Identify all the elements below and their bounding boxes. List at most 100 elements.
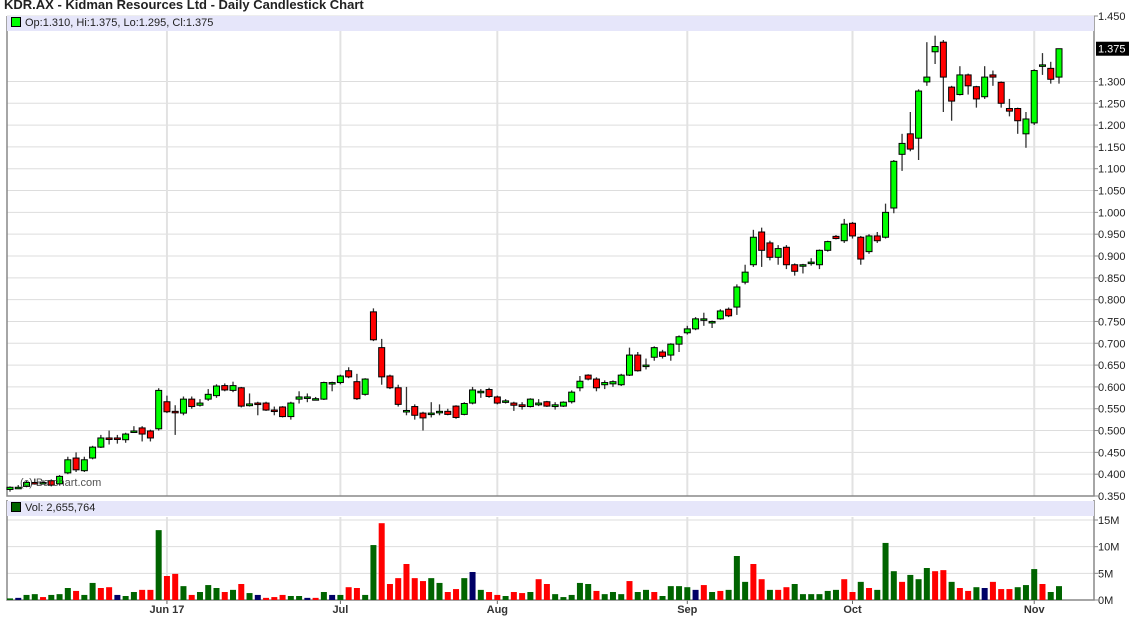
candle-body <box>543 401 551 407</box>
price-tick-label: 0.350 <box>1098 491 1126 503</box>
volume-bar <box>998 589 1005 600</box>
candle <box>229 381 237 393</box>
candle <box>708 320 716 328</box>
candle-body <box>923 76 931 83</box>
price-tick-label: 1.300 <box>1098 76 1126 88</box>
candle <box>303 393 311 403</box>
volume-swatch-icon <box>11 502 21 512</box>
candle-body <box>146 430 154 439</box>
candle-body <box>312 398 320 401</box>
candle <box>1014 107 1022 134</box>
candle-body <box>609 381 617 385</box>
candle-body <box>989 74 997 78</box>
candle <box>130 426 138 433</box>
candle-body <box>254 402 262 406</box>
candle-body <box>749 236 757 266</box>
candle <box>97 434 105 448</box>
candle <box>725 307 733 318</box>
volume-bar <box>866 588 873 600</box>
volume-bar <box>527 592 534 600</box>
candle-body <box>320 382 328 400</box>
volume-bar <box>453 589 460 600</box>
candle <box>659 349 667 359</box>
volume-bar <box>643 589 650 600</box>
volume-bar <box>89 582 96 600</box>
candle-body <box>171 410 179 414</box>
candle <box>906 112 914 152</box>
price-tick-label: 0.550 <box>1098 404 1126 416</box>
volume-bar <box>221 592 228 600</box>
candle <box>857 235 865 265</box>
volume-bar <box>725 589 732 600</box>
candle <box>436 404 444 416</box>
candle <box>262 401 270 411</box>
volume-bar <box>618 594 625 600</box>
price-tick-label: 0.600 <box>1098 382 1126 394</box>
candle <box>320 381 328 400</box>
volume-bar <box>519 593 526 600</box>
candle <box>915 89 923 160</box>
candle-body <box>64 459 72 474</box>
candle <box>287 401 295 420</box>
candle <box>1005 98 1013 117</box>
candle <box>477 389 485 398</box>
volume-bar <box>48 594 55 600</box>
price-tick-label: 0.800 <box>1098 295 1126 307</box>
volume-bar <box>345 587 352 600</box>
volume-bar <box>114 594 121 600</box>
candle-body <box>1014 108 1022 122</box>
candle-body <box>469 389 477 404</box>
candle-body <box>138 427 146 435</box>
volume-bar <box>1031 569 1038 600</box>
candle-body <box>378 347 386 378</box>
volume-bar <box>15 597 22 600</box>
candle <box>328 381 336 392</box>
volume-bar <box>576 582 583 600</box>
candle-body <box>906 133 914 150</box>
candle-body <box>39 481 47 485</box>
candle <box>584 374 592 381</box>
volume-bar <box>7 598 13 600</box>
candle <box>882 203 890 239</box>
volume-bar <box>1006 589 1013 600</box>
volume-bar <box>238 584 245 600</box>
candle-body <box>964 74 972 87</box>
volume-bar <box>486 592 493 600</box>
volume-bar <box>296 596 303 600</box>
price-tick-label: 1.200 <box>1098 120 1126 132</box>
candle-body <box>716 310 724 320</box>
candle <box>1047 61 1055 84</box>
volume-bar <box>907 574 914 600</box>
candle <box>989 70 997 86</box>
candle <box>749 229 757 267</box>
candle-body <box>345 370 353 378</box>
candle <box>502 399 510 404</box>
candle <box>39 480 47 485</box>
candle-body <box>1005 108 1013 112</box>
candle-body <box>551 404 559 408</box>
candle <box>138 426 146 442</box>
candle-body <box>411 406 419 416</box>
volume-bar <box>659 596 666 600</box>
candle-body <box>956 74 964 96</box>
candle <box>427 402 435 418</box>
candle-body <box>23 481 31 487</box>
candle <box>510 401 518 411</box>
volume-bar <box>411 578 418 600</box>
candle <box>865 234 873 254</box>
candle <box>601 380 609 390</box>
candle-body <box>526 398 534 408</box>
candle <box>568 390 576 404</box>
candle <box>279 406 287 418</box>
candle <box>80 456 88 472</box>
candle <box>493 395 501 405</box>
candle <box>956 66 964 96</box>
candle <box>948 85 956 121</box>
volume-bar <box>981 588 988 600</box>
volume-bar <box>940 570 947 600</box>
candle-body <box>14 486 22 490</box>
candle-body <box>328 382 336 385</box>
volume-bar <box>395 578 402 600</box>
volume-bar <box>428 578 435 600</box>
volume-bar <box>419 581 426 600</box>
